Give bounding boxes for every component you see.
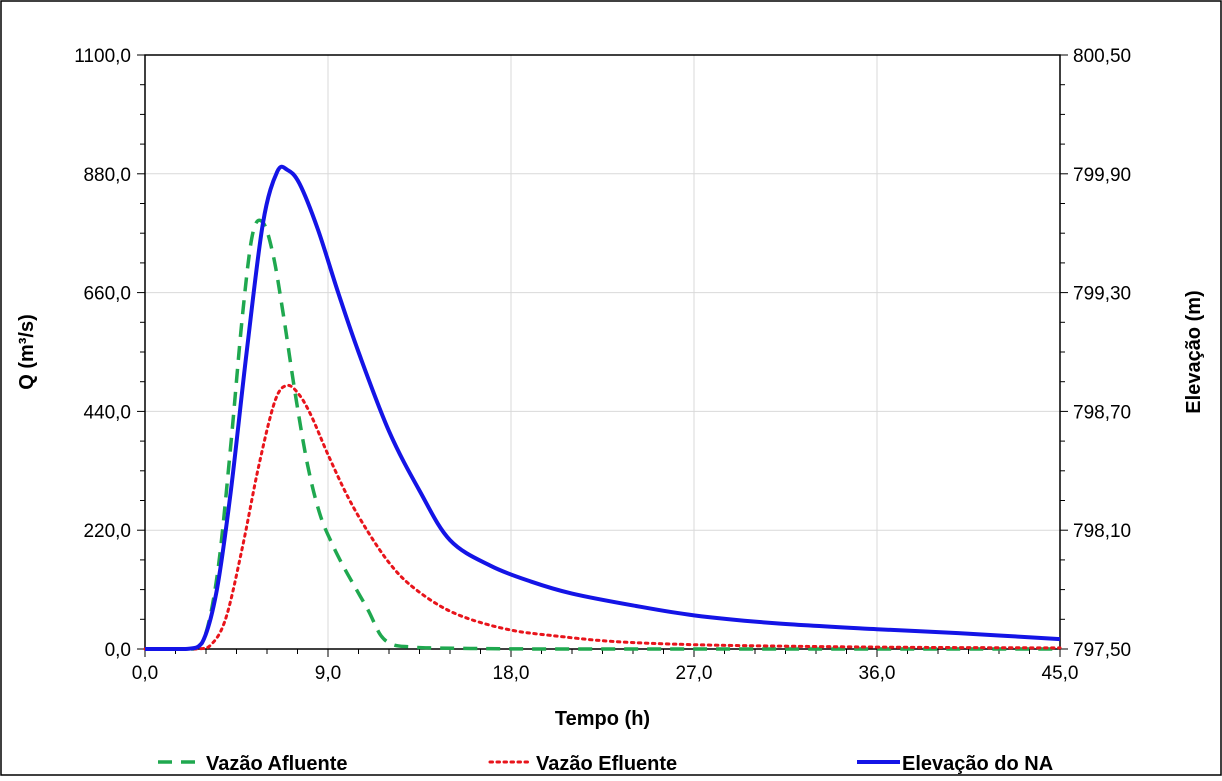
y2-tick-label: 800,50 xyxy=(1073,46,1131,67)
y-tick-label: 880,0 xyxy=(83,165,131,186)
x-tick-label: 27,0 xyxy=(676,663,713,684)
legend-label-elevacao-do-na: Elevação do NA xyxy=(902,753,1053,775)
y2-tick-label: 798,70 xyxy=(1073,402,1131,423)
y2-tick-label: 799,90 xyxy=(1073,165,1131,186)
series-line-vazao-afluente xyxy=(145,218,1060,651)
grid xyxy=(145,55,1060,649)
y-tick-label: 440,0 xyxy=(83,402,131,423)
series-line-elevacao-do-na xyxy=(145,164,1061,651)
series-lines xyxy=(143,164,1062,651)
y-tick-label: 660,0 xyxy=(83,284,131,305)
legend: Vazão Afluente Vazão Efluente Elevação d… xyxy=(158,753,1053,775)
legend-label-vazao-afluente: Vazão Afluente xyxy=(206,753,348,775)
axis-ticks: 0,0 9,0 18,0 27,0 36,0 45,0 0,0 220,0 440,0 660,0… xyxy=(74,46,1131,684)
y2-tick-label: 798,10 xyxy=(1073,521,1131,542)
x-axis-title: Tempo (h) xyxy=(555,708,650,730)
y-axis-title: Q (m³/s) xyxy=(16,314,38,390)
x-tick-label: 9,0 xyxy=(315,663,341,684)
x-tick-label: 0,0 xyxy=(132,663,158,684)
y-tick-label: 1100,0 xyxy=(74,46,131,67)
x-tick-label: 36,0 xyxy=(859,663,896,684)
series-line-vazao-efluente xyxy=(143,383,1062,651)
x-tick-label: 45,0 xyxy=(1042,663,1079,684)
x-tick-label: 18,0 xyxy=(493,663,530,684)
y-tick-label: 220,0 xyxy=(83,521,131,542)
y2-axis-title: Elevação (m) xyxy=(1183,290,1205,413)
y2-tick-label: 797,50 xyxy=(1073,640,1131,661)
y2-tick-label: 799,30 xyxy=(1073,284,1131,305)
y-tick-label: 0,0 xyxy=(105,640,131,661)
legend-label-vazao-efluente: Vazão Efluente xyxy=(536,753,677,775)
